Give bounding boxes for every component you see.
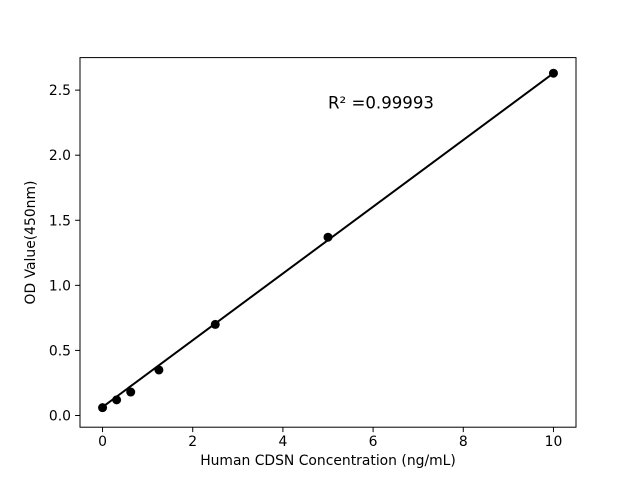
- x-tick-label: 4: [278, 434, 287, 450]
- data-point: [210, 319, 220, 329]
- x-tick-label: 6: [369, 434, 378, 450]
- x-tick-label: 0: [98, 434, 107, 450]
- y-tick-label: 1.0: [49, 278, 71, 294]
- x-tick-label: 10: [545, 434, 563, 450]
- y-tick-label: 2.0: [49, 148, 71, 164]
- y-tick-label: 1.5: [49, 213, 71, 229]
- y-tick-label: 0.5: [49, 343, 71, 359]
- plot-generated-layer: 0 2 4 6 8 10 0.0 0.5 1.0 1.5 2.0 2.5: [49, 57, 577, 450]
- x-tick-label: 8: [459, 434, 468, 450]
- data-point: [548, 68, 558, 78]
- data-point: [98, 403, 108, 413]
- data-point: [112, 395, 122, 405]
- y-tick-label: 0.0: [49, 408, 71, 424]
- r-squared-annotation: R² =0.99993: [328, 93, 434, 112]
- data-point: [154, 365, 164, 375]
- y-tick-label: 2.5: [49, 83, 71, 99]
- data-point: [323, 232, 333, 242]
- y-axis-label: OD Value(450nm): [23, 181, 39, 305]
- plot-border: [79, 57, 577, 428]
- x-axis-label: Human CDSN Concentration (ng/mL): [200, 453, 456, 469]
- data-point: [126, 387, 136, 397]
- x-tick-label: 2: [188, 434, 197, 450]
